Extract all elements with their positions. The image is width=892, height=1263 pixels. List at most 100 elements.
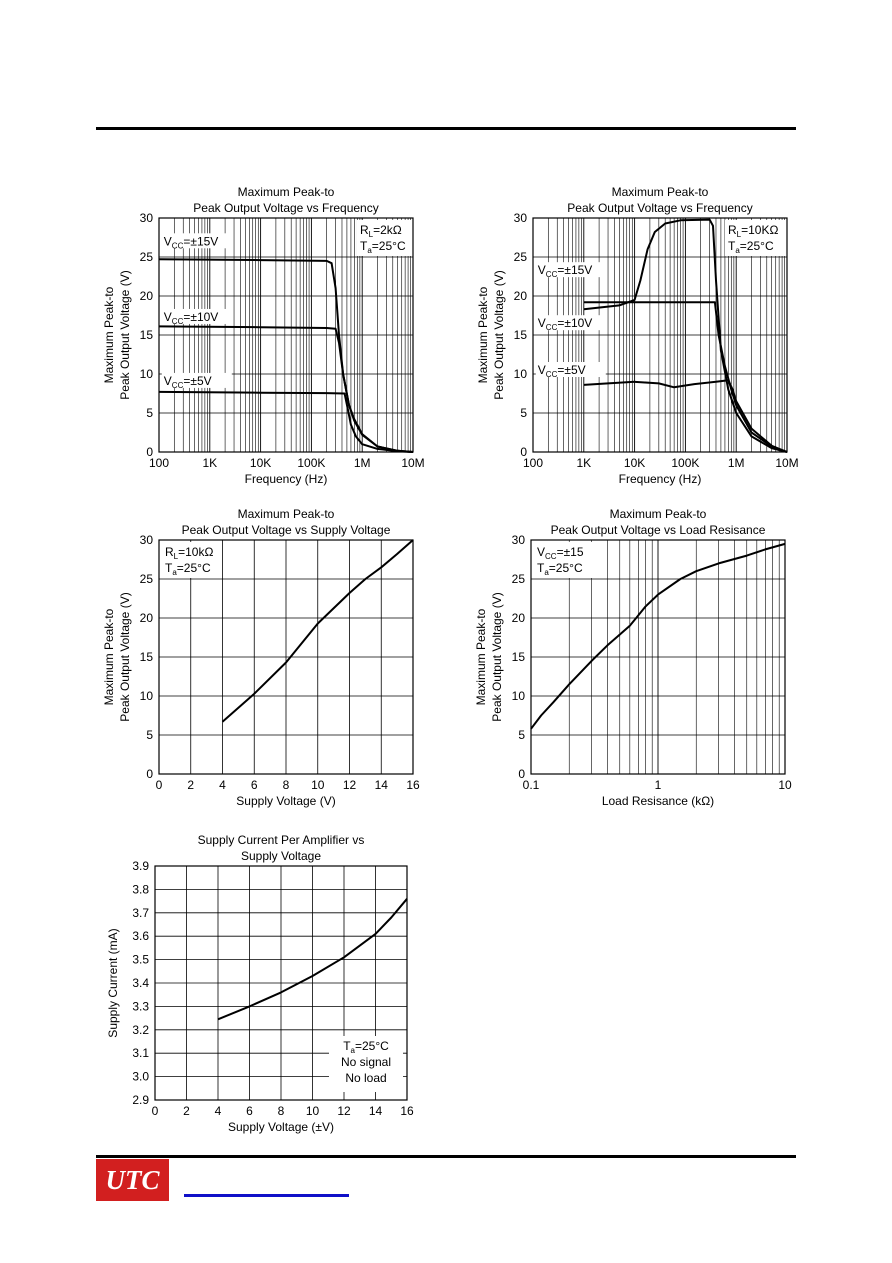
chart1-plot-frame	[158, 217, 414, 453]
footer-rule	[96, 1155, 796, 1158]
chart5-ytick-label: 3.0	[132, 1070, 149, 1084]
chart4-condition-text: VCC=±15	[537, 545, 584, 561]
chart2-xtick-label: 100K	[671, 456, 699, 470]
chart1-series-line	[158, 390, 414, 453]
chart1-title: Maximum Peak-to	[238, 185, 335, 199]
chart5-xtick-label: 12	[337, 1104, 351, 1118]
chart2-xtick-label: 1K	[576, 456, 591, 470]
chart3-title: Peak Output Voltage vs Supply Voltage	[182, 523, 391, 537]
chart4-conditions-bg	[534, 542, 592, 578]
chart1-ytick-label: 10	[140, 367, 154, 381]
chart2-ylabel: Maximum Peak-to	[476, 286, 490, 383]
chart4-ytick-label: 15	[512, 650, 526, 664]
chart2-plot-frame	[532, 217, 788, 453]
chart5-title: Supply Current Per Amplifier vs	[198, 833, 365, 847]
chart3-xtick-label: 14	[375, 778, 389, 792]
utc-logo: UTC	[96, 1159, 169, 1201]
chart4-condition-text: Ta=25°C	[537, 561, 583, 577]
chart4-ytick-label: 5	[518, 728, 525, 742]
chart3-xtick-label: 8	[283, 778, 290, 792]
chart1-xtick-label: 1K	[202, 456, 217, 470]
chart3-xtick-label: 2	[187, 778, 194, 792]
chart5-xtick-label: 6	[246, 1104, 253, 1118]
chart2-ytick-label: 25	[514, 250, 528, 264]
chart3-condition-text: RL=10kΩ	[165, 545, 213, 561]
chart5-conditions-bg	[329, 1036, 403, 1092]
chart1-series-label: VCC=±10V	[164, 310, 219, 326]
chart5-xlabel: Supply Voltage (±V)	[228, 1120, 334, 1134]
chart1-condition-text: Ta=25°C	[360, 239, 406, 255]
chart2-series-label: VCC=±5V	[538, 363, 586, 379]
chart2-series-line	[583, 301, 788, 453]
chart2-condition-text: RL=10KΩ	[728, 223, 778, 239]
chart2-title: Peak Output Voltage vs Frequency	[567, 201, 752, 215]
chart1-xlabel: Frequency (Hz)	[245, 472, 328, 486]
chart3-xtick-label: 0	[156, 778, 163, 792]
chart2-series-line	[583, 379, 788, 453]
chart1-ytick-label: 30	[140, 211, 154, 225]
chart2-ytick-label: 30	[514, 211, 528, 225]
footer-link[interactable]	[184, 1194, 349, 1197]
chart5-ytick-label: 3.6	[132, 929, 149, 943]
chart5-xtick-label: 2	[183, 1104, 190, 1118]
chart1-ytick-label: 5	[146, 406, 153, 420]
chart5-ytick-label: 2.9	[132, 1093, 149, 1107]
chart4-ytick-label: 25	[512, 572, 526, 586]
chart4-xlabel: Load Resisance (kΩ)	[602, 794, 714, 808]
chart3-title: Maximum Peak-to	[238, 507, 335, 521]
chart1-series-label-bg	[161, 308, 232, 324]
chart1-ytick-label: 25	[140, 250, 154, 264]
chart5-ytick-label: 3.8	[132, 882, 149, 896]
chart5-ytick-label: 3.5	[132, 953, 149, 967]
chart5-ytick-label: 3.3	[132, 999, 149, 1013]
chart2-ytick-label: 0	[520, 445, 527, 459]
chart1-ytick-label: 15	[140, 328, 154, 342]
chart1-xtick-label: 1M	[354, 456, 371, 470]
chart4-title: Peak Output Voltage vs Load Resisance	[551, 523, 766, 537]
chart4-ytick-label: 10	[512, 689, 526, 703]
chart3-xlabel: Supply Voltage (V)	[236, 794, 335, 808]
chart5-condition-text: No load	[345, 1071, 386, 1085]
chart5-xtick-label: 16	[400, 1104, 414, 1118]
chart3-ylabel: Maximum Peak-to	[102, 608, 116, 705]
chart5-xtick-label: 10	[306, 1104, 320, 1118]
chart3-ytick-label: 30	[140, 533, 154, 547]
chart2-series-label: VCC=±10V	[538, 316, 593, 332]
chart5-ytick-label: 3.7	[132, 906, 149, 920]
chart3-condition-text: Ta=25°C	[165, 561, 211, 577]
chart3-xtick-label: 10	[311, 778, 325, 792]
chart3-plot-frame	[158, 539, 414, 775]
chart2-ytick-label: 20	[514, 289, 528, 303]
chart1-xtick-label: 100K	[297, 456, 325, 470]
chart3-ytick-label: 20	[140, 611, 154, 625]
chart1-series-label: VCC=±15V	[164, 234, 219, 250]
chart5-condition-text: No signal	[341, 1055, 391, 1069]
chart1-xtick-label: 10M	[401, 456, 424, 470]
logo-text: UTC	[105, 1164, 160, 1195]
chart2-ylabel: Peak Output Voltage (V)	[492, 270, 506, 399]
chart4-ylabel: Maximum Peak-to	[474, 608, 488, 705]
chart2-series-label: VCC=±15V	[538, 263, 593, 279]
chart5-ytick-label: 3.4	[132, 976, 149, 990]
chart2-series-line	[583, 218, 788, 453]
chart4-series-line	[530, 542, 786, 730]
chart3-xtick-label: 12	[343, 778, 357, 792]
chart2-series-label-bg	[535, 315, 606, 331]
chart1-series-label: VCC=±5V	[164, 374, 212, 390]
chart5-ytick-label: 3.9	[132, 859, 149, 873]
chart4-title: Maximum Peak-to	[610, 507, 707, 521]
chart1-ylabel: Maximum Peak-to	[102, 286, 116, 383]
chart3-ytick-label: 15	[140, 650, 154, 664]
chart2-ytick-label: 15	[514, 328, 528, 342]
chart5-ytick-label: 3.1	[132, 1046, 149, 1060]
chart2-xtick-label: 10K	[624, 456, 645, 470]
chart2-xtick-label: 1M	[728, 456, 745, 470]
chart2-xtick-label: 10M	[775, 456, 798, 470]
chart5-xtick-label: 0	[152, 1104, 159, 1118]
chart4-xtick-label: 1	[655, 778, 662, 792]
chart4-plot-frame	[530, 539, 786, 775]
chart1-ytick-label: 20	[140, 289, 154, 303]
chart5-title: Supply Voltage	[241, 849, 321, 863]
chart2-conditions-bg	[725, 220, 785, 256]
